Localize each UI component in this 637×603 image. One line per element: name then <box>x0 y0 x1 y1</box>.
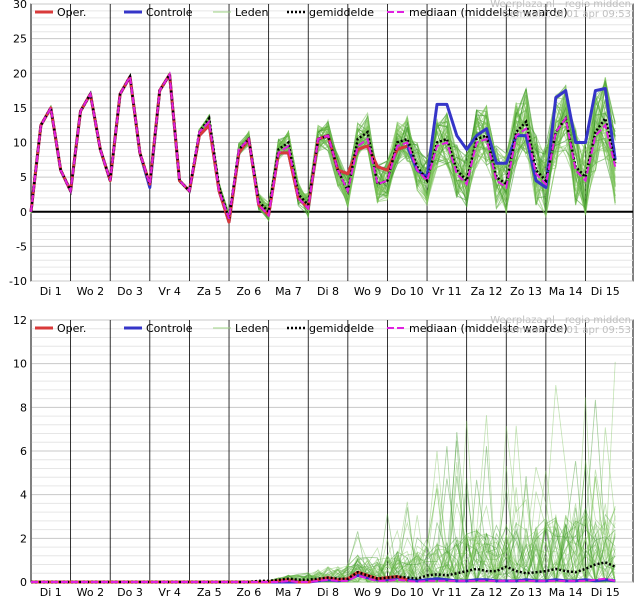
y-tick-label: 6 <box>20 445 27 458</box>
y-tick-label: 30 <box>13 0 27 11</box>
x-tick-label: Zo 6 <box>236 586 261 599</box>
x-tick-label: Za 12 <box>471 586 503 599</box>
source-label: Weerplaza.nl - regio midden <box>490 0 631 10</box>
x-tick-label: Ma 14 <box>549 285 583 298</box>
x-tick-label: Vr 4 <box>158 586 181 599</box>
x-tick-label: Di 8 <box>317 586 339 599</box>
y-tick-label: -10 <box>9 275 27 288</box>
y-tick-label: 8 <box>20 401 27 414</box>
legend-gemiddelde: gemiddelde <box>309 322 374 335</box>
source-label: Weerplaza.nl - regio midden <box>490 315 631 326</box>
y-tick-label: 20 <box>13 67 27 80</box>
y-tick-label: 4 <box>20 489 27 502</box>
mediaan-line <box>30 71 617 220</box>
y-tick-label: 5 <box>20 171 27 184</box>
temperature-chart: -10 -5 0 5 10 15 20 25 30 Di 1 Wo 2 Do 3 Vr 4 Za 5 Zo … <box>9 0 634 298</box>
made-label: Gemaakt: di 01 apr 09:53 <box>502 9 631 20</box>
x-tick-label: Wo 2 <box>77 586 104 599</box>
x-tick-label: Za 5 <box>197 586 222 599</box>
made-label: Gemaakt: di 01 apr 09:53 <box>502 325 631 336</box>
x-tick-label: Wo 9 <box>354 586 381 599</box>
legend-gemiddelde: gemiddelde <box>309 6 374 19</box>
x-tick-label: Di 1 <box>40 586 62 599</box>
x-tick-label: Do 3 <box>117 586 143 599</box>
x-tick-label: Ma 7 <box>275 285 302 298</box>
x-tick-label: Do 10 <box>391 285 424 298</box>
legend-oper: Oper. <box>57 322 86 335</box>
y-tick-label: -5 <box>16 240 27 253</box>
x-tick-label: Vr 11 <box>432 285 462 298</box>
gemiddelde-line <box>29 70 617 220</box>
y-tick-label: 12 <box>13 314 27 327</box>
gemiddelde-line <box>31 561 616 584</box>
legend-controle: Controle <box>146 322 193 335</box>
y-tick-label: 0 <box>20 206 27 219</box>
x-tick-label: Di 1 <box>40 285 62 298</box>
x-tick-label: Ma 14 <box>549 586 583 599</box>
y-tick-label: 25 <box>13 33 27 46</box>
y-tick-label: 2 <box>20 532 27 545</box>
legend-controle: Controle <box>146 6 193 19</box>
x-tick-label: Za 12 <box>471 285 503 298</box>
y-tick-label: 10 <box>13 358 27 371</box>
x-tick-label: Ma 7 <box>275 586 302 599</box>
x-tick-label: Wo 2 <box>77 285 104 298</box>
x-tick-label: Vr 11 <box>432 586 462 599</box>
mediaan-line <box>31 574 616 583</box>
legend-mediaan: mediaan (middelste waarde) <box>409 6 567 19</box>
x-tick-label: Wo 9 <box>354 285 381 298</box>
x-tick-label: Di 15 <box>591 586 620 599</box>
legend-mediaan: mediaan (middelste waarde) <box>409 322 567 335</box>
precipitation-chart: 0 2 4 6 8 10 12 Di 1 Wo 2 Do 3 Vr 4 Za 5 Zo 6 Ma 7 Di … <box>13 314 634 599</box>
x-tick-label: Vr 4 <box>158 285 181 298</box>
x-tick-label: Di 15 <box>591 285 620 298</box>
y-tick-label: 0 <box>20 576 27 589</box>
x-tick-label: Za 5 <box>197 285 222 298</box>
x-tick-label: Zo 6 <box>236 285 261 298</box>
y-tick-label: 10 <box>13 137 27 150</box>
legend-oper: Oper. <box>57 6 86 19</box>
x-tick-label: Di 8 <box>317 285 339 298</box>
y-tick-label: 15 <box>13 102 27 115</box>
x-tick-label: Zo 13 <box>510 285 542 298</box>
legend-leden: Leden <box>235 6 268 19</box>
x-tick-label: Do 3 <box>117 285 143 298</box>
legend-leden: Leden <box>235 322 268 335</box>
x-tick-label: Zo 13 <box>510 586 542 599</box>
x-tick-label: Do 10 <box>391 586 424 599</box>
